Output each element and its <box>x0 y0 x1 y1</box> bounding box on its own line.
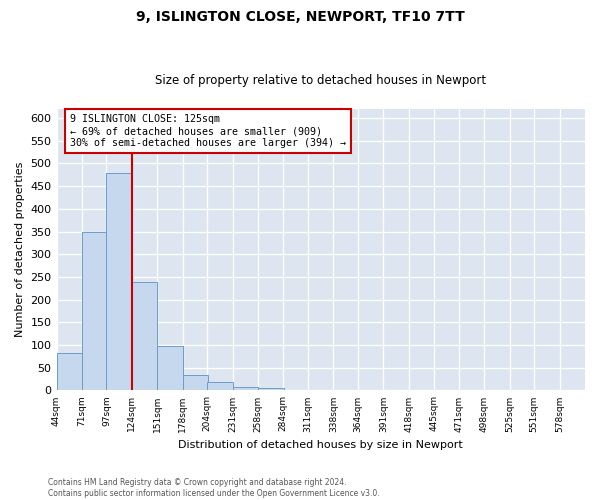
Bar <box>106 172 132 390</box>
Bar <box>183 374 208 390</box>
Text: Contains HM Land Registry data © Crown copyright and database right 2024.
Contai: Contains HM Land Registry data © Crown c… <box>48 478 380 498</box>
Bar <box>56 353 82 391</box>
Y-axis label: Number of detached properties: Number of detached properties <box>15 162 25 338</box>
Bar <box>157 346 183 391</box>
Text: 9, ISLINGTON CLOSE, NEWPORT, TF10 7TT: 9, ISLINGTON CLOSE, NEWPORT, TF10 7TT <box>136 10 464 24</box>
Bar <box>233 388 258 390</box>
Text: 9 ISLINGTON CLOSE: 125sqm
← 69% of detached houses are smaller (909)
30% of semi: 9 ISLINGTON CLOSE: 125sqm ← 69% of detac… <box>70 114 346 148</box>
Bar <box>132 282 157 391</box>
Bar <box>82 232 107 390</box>
X-axis label: Distribution of detached houses by size in Newport: Distribution of detached houses by size … <box>178 440 463 450</box>
Title: Size of property relative to detached houses in Newport: Size of property relative to detached ho… <box>155 74 487 87</box>
Bar <box>207 382 233 390</box>
Bar <box>258 388 284 390</box>
